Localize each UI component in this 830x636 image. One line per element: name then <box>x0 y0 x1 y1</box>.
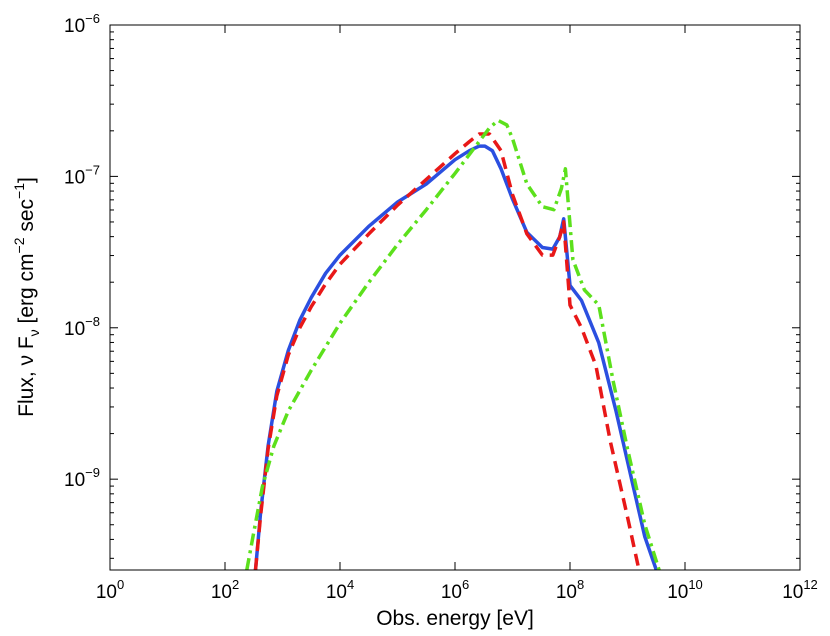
y-tick-label: 10−8 <box>64 314 100 340</box>
y-tick-label: 10−9 <box>64 465 100 491</box>
y-tick-exponent: −9 <box>85 465 100 480</box>
series-line-red-dashed <box>253 132 641 570</box>
x-tick-exponent: 2 <box>232 577 239 592</box>
plot-area <box>110 25 800 570</box>
x-tick-base: 10 <box>782 582 803 603</box>
y-label-bracket-open: [erg cm <box>15 253 38 329</box>
x-tick-base: 10 <box>211 582 232 603</box>
series-line-blue-solid <box>253 144 658 570</box>
x-tick-exponent: 4 <box>347 577 354 592</box>
x-tick-label: 104 <box>326 577 354 603</box>
y-label-bracket-close: ] <box>15 177 38 183</box>
y-tick-base: 10 <box>64 167 85 188</box>
x-tick-label: 106 <box>441 577 469 603</box>
x-tick-exponent: 12 <box>803 577 817 592</box>
y-label-exp1: −2 <box>11 237 27 253</box>
y-label-main: Flux, ν F <box>15 336 38 417</box>
y-tick-base: 10 <box>64 319 85 340</box>
x-tick-base: 10 <box>326 582 347 603</box>
y-tick-exponent: −7 <box>85 162 100 177</box>
y-label-nu-subscript: ν <box>26 329 42 336</box>
y-label-exp2: −1 <box>11 183 27 199</box>
y-tick-exponent: −6 <box>85 11 100 26</box>
y-axis-label: Flux, ν Fν [erg cm−2 sec−1] <box>11 177 42 417</box>
y-tick-label: 10−7 <box>64 162 100 188</box>
x-tick-base: 10 <box>96 582 117 603</box>
x-tick-exponent: 0 <box>117 577 124 592</box>
x-tick-base: 10 <box>556 582 577 603</box>
x-tick-exponent: 6 <box>462 577 469 592</box>
x-tick-base: 10 <box>667 582 688 603</box>
x-tick-base: 10 <box>441 582 462 603</box>
x-tick-exponent: 8 <box>577 577 584 592</box>
y-tick-base: 10 <box>64 16 85 37</box>
x-tick-label: 1012 <box>782 577 818 603</box>
y-label-mid: sec <box>15 199 38 238</box>
x-tick-label: 108 <box>556 577 584 603</box>
y-tick-base: 10 <box>64 470 85 491</box>
ticks-layer <box>109 24 801 570</box>
x-tick-label: 100 <box>96 577 124 603</box>
x-axis-label: Obs. energy [eV] <box>376 607 534 630</box>
y-tick-label: 10−6 <box>64 11 100 37</box>
series-layer <box>245 118 661 570</box>
x-tick-label: 102 <box>211 577 239 603</box>
series-line-green-dashdot <box>245 118 661 570</box>
x-tick-exponent: 10 <box>688 577 702 592</box>
x-tick-label: 1010 <box>667 577 703 603</box>
y-tick-exponent: −8 <box>85 314 100 329</box>
